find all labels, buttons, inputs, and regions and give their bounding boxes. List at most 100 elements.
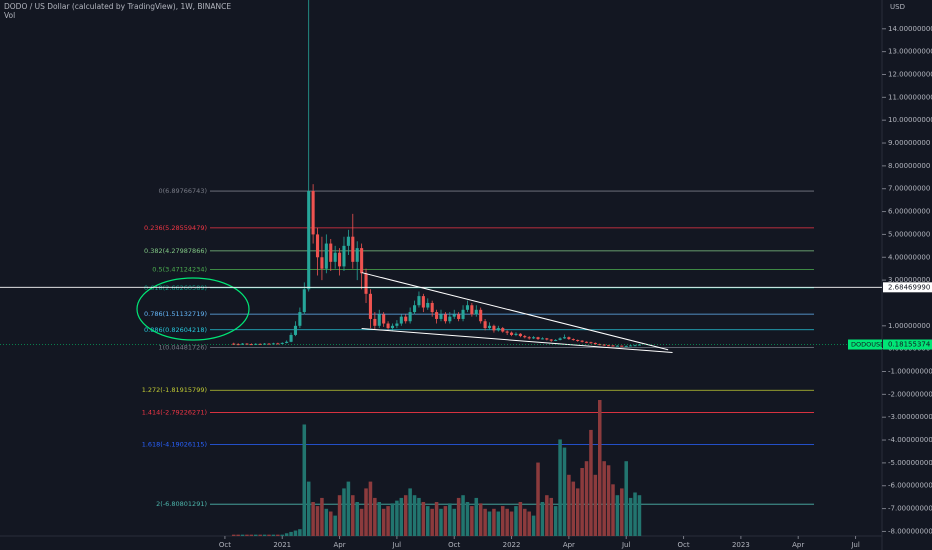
volume-bar: [245, 534, 249, 536]
volume-bar: [514, 506, 518, 536]
candle-body: [342, 245, 346, 267]
x-tick-label: Jul: [392, 541, 402, 549]
candle-body: [549, 339, 553, 341]
volume-bar: [474, 497, 479, 536]
volume-bar: [395, 500, 399, 536]
candle-body: [637, 344, 641, 346]
y-tick-label: 5.00000000: [888, 230, 930, 238]
volume-bar: [558, 439, 562, 536]
candle-body: [289, 334, 293, 342]
candle-body: [567, 337, 571, 340]
candle-body: [355, 248, 359, 262]
candle-body: [368, 293, 372, 319]
volume-bar: [311, 502, 315, 536]
fib-label: 1.618(-4.19026115): [142, 440, 207, 448]
candle-body: [474, 309, 478, 315]
volume-bar: [443, 506, 448, 536]
volume-bar: [523, 508, 527, 536]
candle-body: [624, 345, 628, 347]
candle-body: [461, 309, 465, 319]
fib-label: 0.886(0.82604218): [144, 326, 207, 334]
volume-bar: [276, 534, 280, 536]
candle-body: [280, 342, 284, 344]
candle-body: [412, 305, 417, 313]
volume-bar: [505, 508, 509, 536]
candle-body: [562, 337, 567, 339]
y-tick-label: 13.00000000: [888, 48, 932, 56]
candle-body: [479, 309, 483, 322]
candle-body: [448, 316, 452, 322]
candle-body: [293, 325, 298, 335]
candle-body: [527, 337, 531, 339]
volume-label: Vol: [4, 11, 15, 20]
candle-body: [333, 252, 337, 262]
x-tick-label: Jul: [621, 541, 631, 549]
volume-bar: [624, 461, 628, 536]
fib-label: 0.5(3.47124234): [152, 265, 207, 273]
volume-bar: [328, 511, 333, 536]
volume-bar: [575, 488, 580, 536]
candle-body: [245, 343, 249, 345]
candle-body: [285, 341, 289, 343]
y-tick-label: -4.00000000: [888, 436, 932, 444]
candle-body: [399, 316, 403, 324]
candle-body: [267, 343, 271, 345]
x-tick-label: Oct: [219, 541, 231, 549]
fib-label: 2(-6.80801291): [156, 500, 207, 508]
volume-bar: [606, 465, 611, 536]
volume-bar: [597, 400, 602, 536]
candle-body: [580, 340, 584, 342]
volume-bar: [584, 461, 589, 536]
volume-bar: [302, 424, 307, 536]
volume-bar: [527, 511, 531, 536]
candle-body: [351, 236, 355, 262]
candle-body: [263, 343, 267, 345]
trendline: [361, 272, 669, 351]
volume-bar: [408, 488, 412, 536]
volume-bar: [536, 462, 540, 536]
volume-bar: [492, 508, 496, 536]
volume-bar: [240, 534, 245, 536]
fib-label: 0.382(4.27987866): [144, 247, 207, 255]
volume-bar: [271, 534, 276, 536]
volume-bar: [620, 488, 624, 536]
volume-bar: [496, 511, 501, 536]
last-price-box: [883, 339, 932, 350]
currency-label: USD: [890, 3, 905, 11]
volume-bar: [289, 531, 293, 536]
volume-bar: [298, 529, 302, 536]
volume-bar: [461, 495, 465, 536]
candle-body: [302, 289, 306, 313]
candle-body: [386, 323, 390, 329]
volume-bar: [231, 534, 236, 536]
volume-bar: [633, 492, 637, 536]
candle-body: [241, 343, 245, 345]
candle-body: [602, 344, 606, 346]
volume-bar: [368, 481, 373, 536]
candle-body: [457, 314, 461, 319]
volume-bar: [562, 447, 567, 536]
volume-bar: [628, 497, 633, 536]
candle-body: [298, 312, 302, 326]
volume-bar: [381, 508, 386, 536]
y-tick-label: 12.00000000: [888, 70, 932, 78]
y-tick-label: -6.00000000: [888, 482, 932, 490]
volume-bar: [320, 497, 324, 536]
y-tick-label: 4.00000000: [888, 253, 930, 261]
candle-body: [382, 314, 386, 324]
fib-label: 1(0.04481726): [159, 344, 208, 352]
candle-body: [514, 333, 518, 335]
candle-body: [430, 302, 434, 313]
volume-bar: [509, 511, 514, 536]
candle-body: [501, 328, 505, 332]
x-tick-label: Oct: [448, 541, 460, 549]
volume-bar: [487, 511, 492, 536]
candle-body: [629, 345, 633, 347]
y-tick-label: -1.00000000: [888, 367, 932, 375]
last-price-label: 0.18155374: [888, 341, 931, 349]
highlight-ellipse: [136, 277, 250, 341]
candle-body: [510, 332, 514, 335]
volume-bar: [359, 508, 364, 536]
candle-body: [258, 343, 262, 345]
